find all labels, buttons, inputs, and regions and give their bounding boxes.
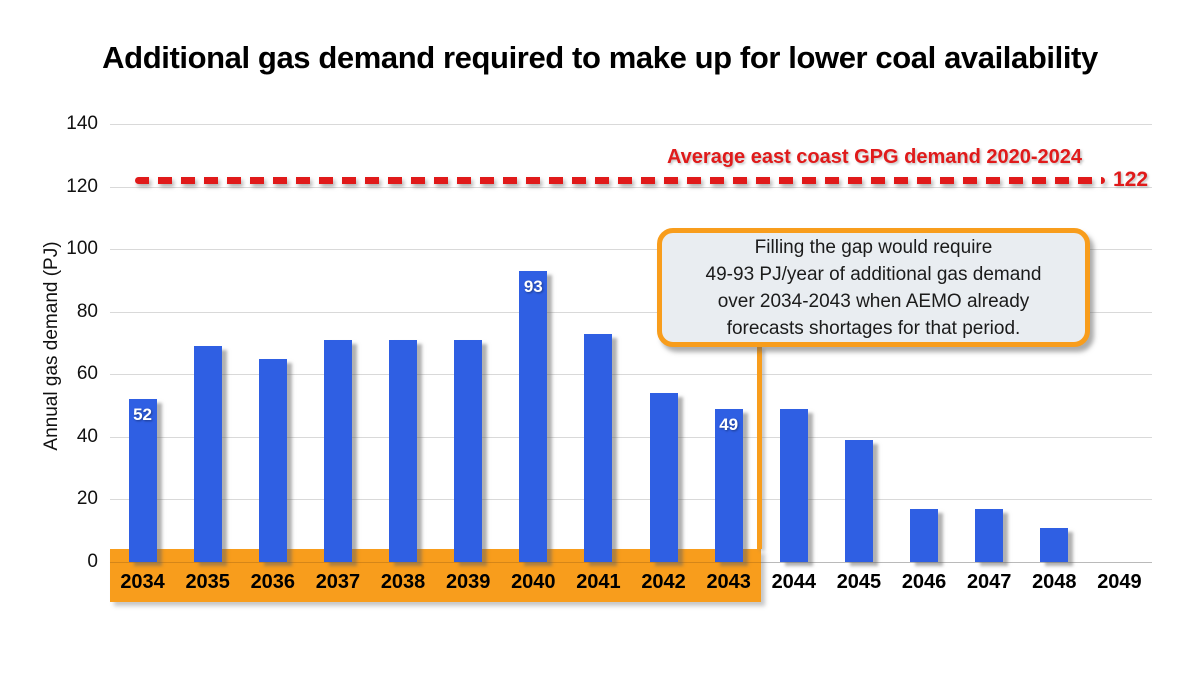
bar-2045	[844, 439, 873, 562]
gridline-80	[110, 311, 1152, 313]
reference-line-value: 122	[1113, 168, 1149, 191]
x-tick-label-2049: 2049	[1097, 571, 1142, 593]
x-tick-label-2036: 2036	[250, 571, 296, 593]
bar-2048	[1040, 527, 1069, 562]
x-tick-label-2040: 2040	[511, 571, 556, 593]
bar-value-label-2043: 49	[719, 414, 739, 434]
x-tick-label-2038: 2038	[380, 571, 426, 593]
y-tick-label-80: 80	[76, 300, 98, 322]
x-tick-label-2041: 2041	[576, 571, 621, 593]
gridline-120	[110, 186, 1152, 188]
gridline-20	[110, 499, 1152, 501]
bar-2041	[584, 333, 613, 562]
x-tick-label-2039: 2039	[445, 571, 491, 593]
x-tick-label-2034: 2034	[120, 571, 165, 593]
bar-2037	[323, 339, 352, 562]
bar-2038	[389, 339, 418, 562]
bar-value-label-2040: 93	[523, 277, 543, 297]
x-tick-label-2042: 2042	[641, 571, 686, 593]
y-tick-label-40: 40	[76, 425, 98, 447]
gridline-40	[110, 436, 1152, 438]
callout-box: Filling the gap would require 49-93 PJ/y…	[657, 228, 1090, 347]
x-tick-label-2037: 2037	[315, 571, 361, 593]
bar-2043: 49	[714, 408, 743, 562]
bar-2046	[910, 508, 939, 562]
reference-line	[135, 177, 1105, 185]
x-tick-label-2045: 2045	[836, 571, 882, 593]
bar-2034: 52	[128, 399, 157, 562]
y-tick-label-100: 100	[66, 238, 98, 260]
chart-title: Additional gas demand required to make u…	[102, 40, 1098, 75]
y-tick-label-60: 60	[76, 363, 98, 385]
x-tick-label-2035: 2035	[185, 571, 230, 593]
reference-line-label: Average east coast GPG demand 2020-2024	[666, 146, 1082, 168]
y-tick-label-140: 140	[66, 113, 98, 134]
y-tick-label-120: 120	[66, 175, 98, 197]
bar-2036	[258, 358, 287, 562]
bar-2039	[454, 339, 483, 562]
x-tick-label-2047: 2047	[966, 571, 1012, 593]
baseline	[110, 562, 1152, 563]
bar-2035	[193, 346, 222, 562]
bar-2042	[649, 393, 678, 562]
x-tick-label-2048: 2048	[1032, 571, 1077, 593]
bar-value-label-2034: 52	[133, 405, 153, 425]
y-tick-label-20: 20	[76, 488, 98, 510]
y-tick-label-0: 0	[87, 551, 98, 572]
callout-connector	[757, 347, 763, 549]
bar-2040: 93	[519, 271, 548, 562]
callout-text: Filling the gap would require 49-93 PJ/y…	[705, 236, 1042, 339]
bar-2047	[975, 508, 1004, 562]
x-tick-label-2043: 2043	[706, 571, 751, 593]
gridline-140	[110, 124, 1152, 125]
gridline-60	[110, 374, 1152, 376]
gridline-100	[110, 249, 1152, 251]
bar-2044	[779, 408, 808, 562]
x-tick-label-2046: 2046	[901, 571, 947, 593]
x-tick-label-2044: 2044	[771, 571, 817, 593]
